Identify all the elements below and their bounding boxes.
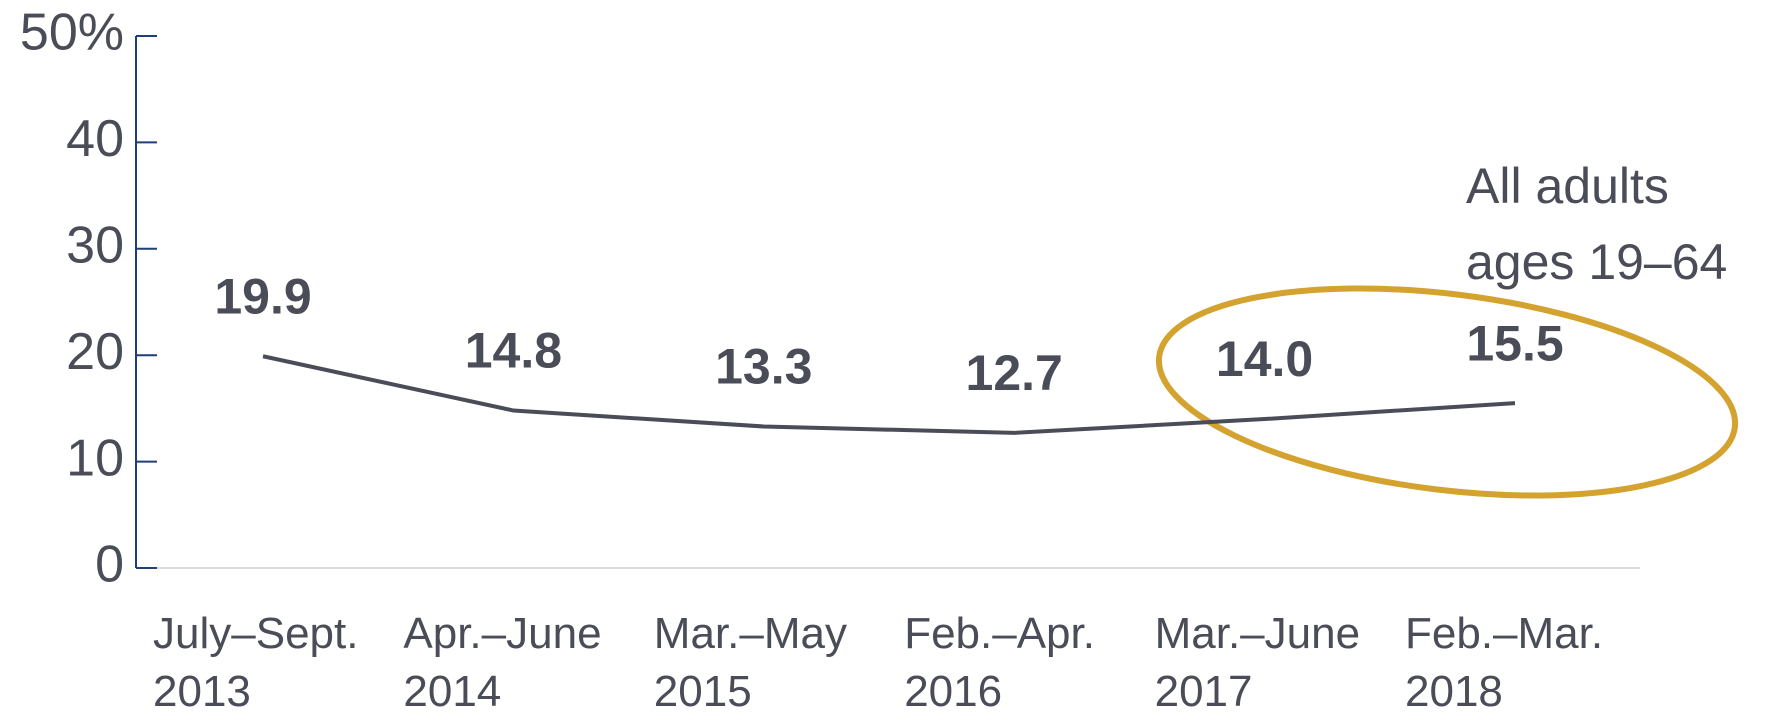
y-tick-label: 40: [66, 110, 124, 168]
data-label: 15.5: [1466, 315, 1563, 371]
x-tick-label: Mar.–June 2017: [1154, 609, 1361, 716]
series-line: [262, 354, 1516, 435]
y-tick-label: 50%: [20, 4, 124, 62]
data-label: 12.7: [966, 345, 1063, 401]
x-tick-label: Feb.–Mar. 2018: [1405, 609, 1604, 716]
x-tick-label: Mar.–May 2015: [653, 609, 847, 716]
y-tick-label: 20: [66, 323, 124, 381]
y-tick-label: 0: [95, 536, 124, 594]
y-tick-label: 30: [66, 217, 124, 275]
data-label: 19.9: [214, 268, 311, 324]
x-tick-label: July–Sept. 2013: [153, 609, 359, 716]
data-label: 14.8: [465, 323, 562, 379]
series-annotation: All adults ages 19–64: [1466, 158, 1728, 290]
data-label: 13.3: [715, 339, 812, 395]
x-tick-label: Feb.–Apr. 2016: [904, 609, 1095, 716]
x-tick-label: Apr.–June 2014: [403, 609, 602, 716]
highlight-ellipse: [1155, 285, 1739, 499]
y-tick-label: 10: [66, 429, 124, 487]
data-label: 14.0: [1216, 331, 1313, 387]
